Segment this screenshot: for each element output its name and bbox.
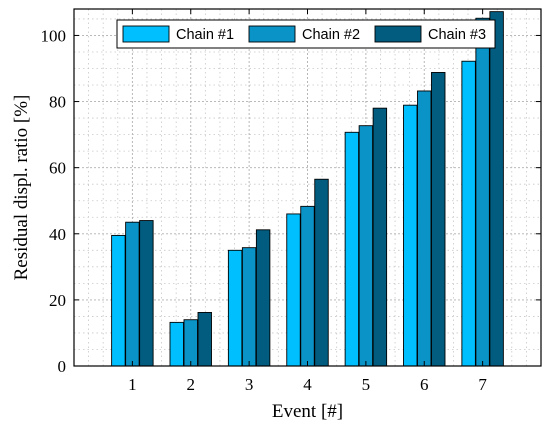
bar-series2-event-5 bbox=[358, 125, 374, 367]
x-tick-label: 4 bbox=[303, 375, 312, 394]
legend-label-series3: Chain #3 bbox=[428, 27, 486, 43]
legend-box bbox=[116, 19, 496, 49]
bar-series1-event-5 bbox=[344, 131, 360, 367]
bar-series1-event-7 bbox=[461, 60, 476, 367]
bar-series3-event-1 bbox=[139, 220, 154, 367]
bar-series3-event-4 bbox=[314, 178, 329, 367]
legend-swatch-series3 bbox=[374, 25, 422, 43]
bar-series1-event-1 bbox=[111, 234, 126, 367]
axis-ticks: 0 20 40 60 80 100 1 2 3 4 5 6 7 bbox=[41, 9, 541, 394]
y-tick-label: 0 bbox=[58, 357, 67, 376]
legend-swatch-series1 bbox=[122, 25, 170, 43]
bar-series2-event-2 bbox=[183, 319, 198, 367]
x-axis-label: Event [#] bbox=[272, 401, 343, 422]
bar-series1-event-2 bbox=[169, 321, 184, 367]
bar-series2-event-6 bbox=[417, 90, 432, 367]
bar-series2-event-3 bbox=[241, 247, 257, 367]
legend-swatch-series2 bbox=[248, 25, 296, 43]
bar-series3-event-3 bbox=[255, 229, 271, 367]
bar-series2-event-7 bbox=[475, 17, 490, 367]
x-tick-label: 2 bbox=[187, 375, 196, 394]
x-tick-label: 7 bbox=[478, 375, 487, 394]
bars bbox=[111, 11, 504, 367]
y-tick-label: 80 bbox=[49, 93, 66, 112]
y-axis-label: Residual displ. ratio [%] bbox=[11, 95, 32, 281]
y-tick-label: 40 bbox=[49, 225, 66, 244]
bar-series1-event-4 bbox=[286, 213, 301, 367]
x-tick-label: 1 bbox=[128, 375, 137, 394]
x-tick-label: 5 bbox=[362, 375, 371, 394]
legend-label-series1: Chain #1 bbox=[176, 27, 234, 43]
bar-series1-event-3 bbox=[227, 249, 243, 367]
legend: Chain #1 Chain #2 Chain #3 bbox=[116, 19, 496, 49]
y-tick-label: 60 bbox=[49, 159, 66, 178]
y-tick-label: 100 bbox=[41, 26, 67, 45]
bar-series3-event-6 bbox=[431, 72, 446, 367]
bar-series3-event-2 bbox=[197, 312, 212, 367]
bar-series3-event-7 bbox=[489, 11, 504, 367]
x-tick-label: 3 bbox=[245, 375, 254, 394]
x-tick-label: 6 bbox=[420, 375, 429, 394]
bar-series1-event-6 bbox=[403, 104, 418, 367]
y-tick-label: 20 bbox=[49, 291, 66, 310]
bar-series2-event-1 bbox=[125, 221, 140, 367]
bar-series2-event-4 bbox=[300, 205, 315, 367]
legend-label-series2: Chain #2 bbox=[302, 27, 360, 43]
bar-series3-event-5 bbox=[372, 107, 388, 367]
